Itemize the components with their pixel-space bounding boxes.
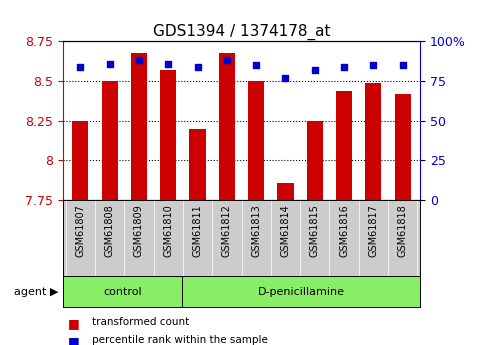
Text: ■: ■ [68, 335, 79, 345]
Text: ■: ■ [68, 317, 79, 331]
Point [311, 67, 319, 73]
Point [135, 58, 143, 63]
Point [106, 61, 114, 66]
Bar [160, 70, 176, 200]
Title: GDS1394 / 1374178_at: GDS1394 / 1374178_at [153, 24, 330, 40]
Text: GSM61809: GSM61809 [134, 204, 144, 257]
Bar [131, 52, 147, 200]
Bar [365, 83, 382, 200]
Text: D-penicillamine: D-penicillamine [257, 287, 344, 296]
Text: GSM61815: GSM61815 [310, 204, 320, 257]
Point [223, 58, 231, 63]
Text: control: control [103, 287, 142, 296]
Bar [336, 91, 352, 200]
Text: agent ▶: agent ▶ [14, 287, 58, 296]
Bar [395, 94, 411, 200]
Point [340, 64, 348, 70]
Text: GSM61811: GSM61811 [193, 204, 202, 257]
Text: GSM61810: GSM61810 [163, 204, 173, 257]
Point [194, 64, 201, 70]
Point [76, 64, 84, 70]
Text: GSM61812: GSM61812 [222, 204, 232, 257]
Text: GSM61816: GSM61816 [339, 204, 349, 257]
Text: percentile rank within the sample: percentile rank within the sample [92, 335, 268, 345]
Bar [248, 81, 264, 200]
Bar [219, 52, 235, 200]
Text: GSM61808: GSM61808 [105, 204, 114, 257]
Bar [189, 129, 206, 200]
Text: transformed count: transformed count [92, 317, 189, 327]
Bar [307, 121, 323, 200]
Text: GSM61818: GSM61818 [398, 204, 408, 257]
Text: GSM61817: GSM61817 [369, 204, 378, 257]
Point [282, 75, 289, 81]
Text: GSM61813: GSM61813 [251, 204, 261, 257]
Bar [277, 183, 294, 200]
Point [164, 61, 172, 66]
Bar [72, 121, 88, 200]
Text: GSM61814: GSM61814 [281, 204, 290, 257]
Point [399, 62, 407, 68]
Point [252, 62, 260, 68]
Text: GSM61807: GSM61807 [75, 204, 85, 257]
Bar [101, 81, 118, 200]
Point [369, 62, 377, 68]
